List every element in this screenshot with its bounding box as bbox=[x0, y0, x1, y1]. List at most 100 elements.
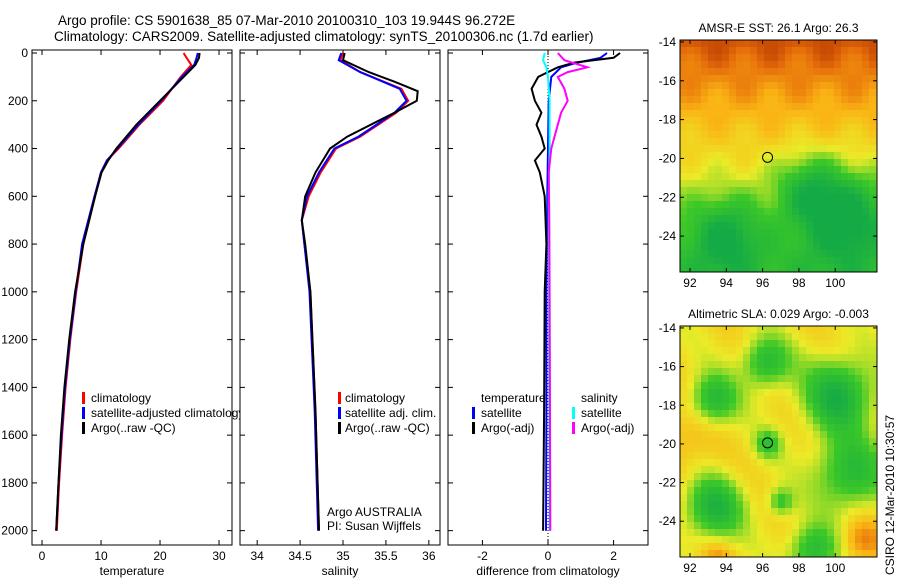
heatmap-cell bbox=[841, 543, 848, 550]
heatmap-cell bbox=[862, 347, 869, 354]
heatmap-cell bbox=[701, 180, 708, 187]
heatmap-cell bbox=[743, 264, 750, 271]
heatmap-cell bbox=[694, 208, 701, 215]
heatmap-cell bbox=[778, 424, 785, 431]
heatmap-cell bbox=[680, 173, 687, 180]
heatmap-cell bbox=[764, 431, 771, 438]
heatmap-cell bbox=[764, 550, 771, 557]
heatmap-cell bbox=[708, 431, 715, 438]
heatmap-cell bbox=[848, 145, 855, 152]
heatmap-cell bbox=[750, 431, 757, 438]
heatmap-cell bbox=[799, 138, 806, 145]
heatmap-cell bbox=[869, 229, 876, 236]
heatmap-cell bbox=[785, 536, 792, 543]
heatmap-cell bbox=[680, 54, 687, 61]
heatmap-cell bbox=[785, 110, 792, 117]
heatmap-cell bbox=[729, 173, 736, 180]
heatmap-cell bbox=[869, 550, 876, 557]
heatmap-cell bbox=[771, 131, 778, 138]
heatmap-cell bbox=[708, 508, 715, 515]
heatmap-cell bbox=[827, 515, 834, 522]
heatmap-cell bbox=[701, 333, 708, 340]
heatmap-cell bbox=[841, 389, 848, 396]
x-axis-label: temperature bbox=[100, 564, 165, 578]
heatmap-cell bbox=[736, 264, 743, 271]
heatmap-cell bbox=[708, 340, 715, 347]
heatmap-cell bbox=[743, 340, 750, 347]
heatmap-cell bbox=[848, 403, 855, 410]
heatmap-cell bbox=[722, 438, 729, 445]
heatmap-cell bbox=[680, 40, 687, 47]
heatmap-cell bbox=[820, 529, 827, 536]
heatmap-cell bbox=[680, 543, 687, 550]
heatmap-cell bbox=[799, 208, 806, 215]
heatmap-cell bbox=[708, 180, 715, 187]
heatmap-cell bbox=[785, 68, 792, 75]
legend-label: climatology bbox=[91, 391, 151, 405]
legend-label: Argo(-adj) bbox=[581, 421, 634, 435]
heatmap-cell bbox=[869, 452, 876, 459]
heatmap-cell bbox=[715, 54, 722, 61]
heatmap-cell bbox=[813, 480, 820, 487]
heatmap-cell bbox=[820, 222, 827, 229]
heatmap-cell bbox=[701, 529, 708, 536]
heatmap-cell bbox=[680, 61, 687, 68]
heatmap-cell bbox=[743, 103, 750, 110]
heatmap-cell bbox=[771, 145, 778, 152]
heatmap-cell bbox=[750, 459, 757, 466]
heatmap-cell bbox=[722, 145, 729, 152]
heatmap-cell bbox=[771, 222, 778, 229]
heatmap-cell bbox=[736, 368, 743, 375]
heatmap-cell bbox=[834, 417, 841, 424]
heatmap-cell bbox=[715, 180, 722, 187]
heatmap-cell bbox=[743, 187, 750, 194]
heatmap-cell bbox=[771, 536, 778, 543]
heatmap-cell bbox=[708, 194, 715, 201]
heatmap-cell bbox=[715, 152, 722, 159]
heatmap-cell bbox=[715, 173, 722, 180]
heatmap-cell bbox=[708, 326, 715, 333]
heatmap-cell bbox=[799, 333, 806, 340]
heatmap-cell bbox=[736, 131, 743, 138]
heatmap-cell bbox=[827, 550, 834, 557]
heatmap-cell bbox=[806, 333, 813, 340]
heatmap-cell bbox=[708, 368, 715, 375]
heatmap-cell bbox=[799, 187, 806, 194]
heatmap-cell bbox=[694, 47, 701, 54]
heatmap-cell bbox=[708, 159, 715, 166]
heatmap-cell bbox=[792, 138, 799, 145]
heatmap-cell bbox=[778, 340, 785, 347]
heatmap-cell bbox=[764, 138, 771, 145]
heatmap-cell bbox=[785, 250, 792, 257]
heatmap-cell bbox=[778, 264, 785, 271]
heatmap-cell bbox=[715, 452, 722, 459]
heatmap-cell bbox=[771, 522, 778, 529]
heatmap-cell bbox=[848, 417, 855, 424]
heatmap-cell bbox=[743, 117, 750, 124]
heatmap-cell bbox=[680, 459, 687, 466]
heatmap-cell bbox=[785, 131, 792, 138]
heatmap-cell bbox=[757, 257, 764, 264]
heatmap-cell bbox=[862, 243, 869, 250]
heatmap-cell bbox=[813, 257, 820, 264]
heatmap-cell bbox=[729, 166, 736, 173]
heatmap-cell bbox=[834, 110, 841, 117]
heatmap-cell bbox=[764, 452, 771, 459]
heatmap-cell bbox=[694, 515, 701, 522]
heatmap-cell bbox=[862, 159, 869, 166]
heatmap-cell bbox=[806, 103, 813, 110]
heatmap-cell bbox=[820, 480, 827, 487]
heatmap-cell bbox=[687, 229, 694, 236]
heatmap-cell bbox=[813, 529, 820, 536]
heatmap-cell bbox=[680, 361, 687, 368]
heatmap-cell bbox=[729, 54, 736, 61]
heatmap-cell bbox=[827, 480, 834, 487]
heatmap-cell bbox=[813, 536, 820, 543]
heatmap-cell bbox=[736, 354, 743, 361]
heatmap-cell bbox=[785, 424, 792, 431]
heatmap-cell bbox=[855, 89, 862, 96]
x-tick-label: 30 bbox=[212, 549, 226, 563]
heatmap-cell bbox=[785, 438, 792, 445]
heatmap-cell bbox=[687, 75, 694, 82]
heatmap-cell bbox=[862, 82, 869, 89]
